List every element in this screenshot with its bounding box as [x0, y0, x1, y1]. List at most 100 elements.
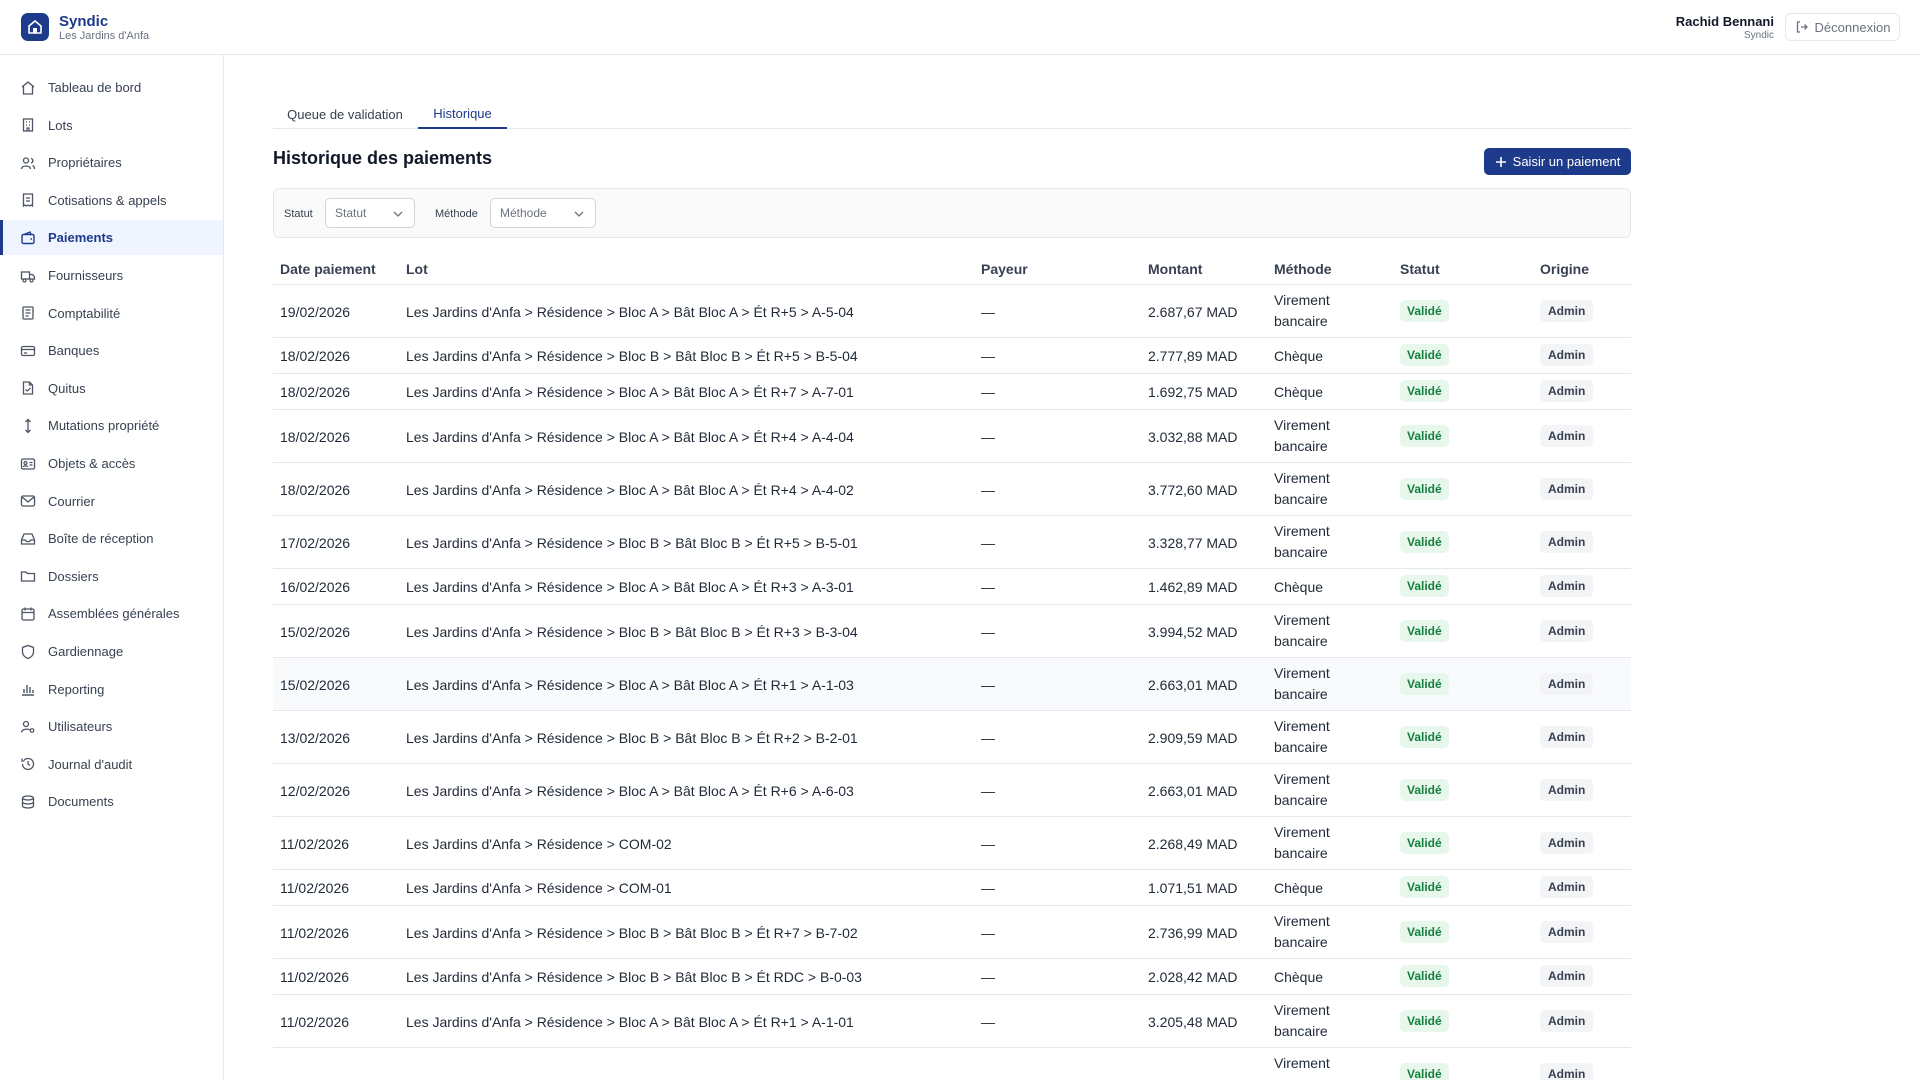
amount-cell: 2.028,42 MAD: [1148, 969, 1238, 985]
status-badge: Validé: [1400, 876, 1449, 898]
table-row[interactable]: 17/02/2026 Les Jardins d'Anfa > Résidence…: [273, 516, 1631, 569]
logout-icon: [1796, 21, 1808, 33]
sidebar-item[interactable]: Tableau de bord: [0, 70, 223, 105]
sidebar-item[interactable]: Boîte de réception: [0, 521, 223, 556]
chevron-down-icon: [393, 211, 403, 217]
origin-badge: Admin: [1540, 921, 1594, 943]
add-payment-button[interactable]: Saisir un paiement: [1484, 148, 1631, 175]
method-cell: Virement bancaire: [1274, 665, 1330, 702]
origin-badge: Admin: [1540, 1010, 1594, 1032]
file-check-icon: [20, 380, 36, 396]
method-cell: Virement bancaire: [1274, 612, 1330, 649]
payer-cell: —: [981, 969, 995, 985]
sidebar-item-label: Lots: [48, 117, 73, 133]
amount-cell: 2.777,89 MAD: [1148, 348, 1238, 364]
logout-button[interactable]: Déconnexion: [1785, 13, 1900, 41]
sidebar-item[interactable]: Propriétaires: [0, 145, 223, 180]
status-badge: Validé: [1400, 726, 1449, 748]
lot-cell: Les Jardins d'Anfa > Résidence > COM-02: [406, 836, 672, 852]
residence-name: Les Jardins d'Anfa: [59, 30, 150, 42]
status-filter-select[interactable]: Statut: [325, 198, 415, 228]
sidebar-item[interactable]: Fournisseurs: [0, 258, 223, 293]
table-row[interactable]: 18/02/2026 Les Jardins d'Anfa > Résidence…: [273, 338, 1631, 374]
top-header: Syndic Les Jardins d'Anfa Rachid Bennani…: [0, 0, 1920, 55]
payments-table: Date paiement Lot Payeur Montant Méthode Stat…: [273, 252, 1631, 1080]
sidebar-item[interactable]: Assemblées générales: [0, 596, 223, 631]
table-row[interactable]: Virement Validé Admin: [273, 1048, 1631, 1080]
date-cell: 18/02/2026: [280, 348, 351, 364]
column-header[interactable]: Lot: [406, 261, 428, 277]
sidebar-item[interactable]: Comptabilité: [0, 296, 223, 331]
sidebar-item-label: Mutations propriété: [48, 418, 160, 434]
table-row[interactable]: 13/02/2026 Les Jardins d'Anfa > Résidence…: [273, 711, 1631, 764]
sidebar-item[interactable]: Banques: [0, 333, 223, 368]
sidebar-item[interactable]: Objets & accès: [0, 446, 223, 481]
sidebar-item[interactable]: Mutations propriété: [0, 408, 223, 443]
table-row[interactable]: 15/02/2026 Les Jardins d'Anfa > Résidence…: [273, 658, 1631, 711]
column-header[interactable]: Date paiement: [280, 261, 376, 277]
arrows-vertical-icon: [20, 418, 36, 434]
sidebar-item[interactable]: Documents: [0, 784, 223, 819]
sidebar-item[interactable]: Utilisateurs: [0, 709, 223, 744]
sidebar-item[interactable]: Journal d'audit: [0, 747, 223, 782]
column-header[interactable]: Payeur: [981, 261, 1028, 277]
origin-badge: Admin: [1540, 726, 1594, 748]
sidebar-item[interactable]: Paiements: [0, 220, 223, 256]
method-filter-select[interactable]: Méthode: [490, 198, 596, 228]
table-body: 19/02/2026 Les Jardins d'Anfa > Résidence…: [273, 285, 1631, 1080]
date-cell: 18/02/2026: [280, 429, 351, 445]
amount-cell: 2.909,59 MAD: [1148, 730, 1238, 746]
origin-badge: Admin: [1540, 620, 1594, 642]
method-cell: Chèque: [1274, 880, 1324, 896]
column-header[interactable]: Montant: [1148, 261, 1203, 277]
sidebar-item[interactable]: Lots: [0, 108, 223, 143]
sidebar-item[interactable]: Quitus: [0, 371, 223, 406]
status-badge: Validé: [1400, 965, 1449, 987]
tab-validation-queue[interactable]: Queue de validation: [273, 100, 417, 129]
method-cell: Virement bancaire: [1274, 470, 1330, 507]
sidebar-item[interactable]: Reporting: [0, 672, 223, 707]
table-row[interactable]: 19/02/2026 Les Jardins d'Anfa > Résidence…: [273, 285, 1631, 338]
sidebar-item[interactable]: Gardiennage: [0, 634, 223, 669]
table-row[interactable]: 18/02/2026 Les Jardins d'Anfa > Résidence…: [273, 374, 1631, 410]
table-row[interactable]: 15/02/2026 Les Jardins d'Anfa > Résidence…: [273, 605, 1631, 658]
column-header[interactable]: Origine: [1540, 261, 1590, 277]
method-cell: Virement bancaire: [1274, 292, 1330, 329]
table-row[interactable]: 11/02/2026 Les Jardins d'Anfa > Résidence…: [273, 906, 1631, 959]
lot-cell: Les Jardins d'Anfa > Résidence > Bloc A …: [406, 304, 854, 320]
plus-icon: [1495, 156, 1506, 167]
calendar-icon: [20, 606, 36, 622]
table-row[interactable]: 18/02/2026 Les Jardins d'Anfa > Résidence…: [273, 463, 1631, 516]
chevron-down-icon: [574, 211, 584, 217]
table-row[interactable]: 11/02/2026 Les Jardins d'Anfa > Résidence…: [273, 959, 1631, 995]
status-badge: Validé: [1400, 673, 1449, 695]
table-row[interactable]: 11/02/2026 Les Jardins d'Anfa > Résidence…: [273, 870, 1631, 906]
payer-cell: —: [981, 429, 995, 445]
status-badge: Validé: [1400, 478, 1449, 500]
home-icon: [20, 80, 36, 96]
amount-cell: 3.032,88 MAD: [1148, 429, 1238, 445]
origin-badge: Admin: [1540, 876, 1594, 898]
date-cell: 13/02/2026: [280, 730, 351, 746]
date-cell: 11/02/2026: [280, 969, 350, 985]
sidebar-item[interactable]: Dossiers: [0, 559, 223, 594]
table-row[interactable]: 18/02/2026 Les Jardins d'Anfa > Résidence…: [273, 410, 1631, 463]
sidebar-item-label: Propriétaires: [48, 155, 122, 171]
mail-icon: [20, 493, 36, 509]
table-row[interactable]: 16/02/2026 Les Jardins d'Anfa > Résidence…: [273, 569, 1631, 605]
column-header[interactable]: Méthode: [1274, 261, 1332, 277]
tab-history[interactable]: Historique: [418, 100, 507, 129]
table-row[interactable]: 12/02/2026 Les Jardins d'Anfa > Résidence…: [273, 764, 1631, 817]
database-icon: [20, 794, 36, 810]
payer-cell: —: [981, 482, 995, 498]
method-cell: Virement bancaire: [1274, 523, 1330, 560]
sidebar-item[interactable]: Courrier: [0, 484, 223, 519]
sidebar-item[interactable]: Cotisations & appels: [0, 183, 223, 218]
table-row[interactable]: 11/02/2026 Les Jardins d'Anfa > Résidence…: [273, 817, 1631, 870]
payer-cell: —: [981, 880, 995, 896]
app-name: Syndic: [59, 13, 109, 30]
table-row[interactable]: 11/02/2026 Les Jardins d'Anfa > Résidence…: [273, 995, 1631, 1048]
sidebar-item-label: Tableau de bord: [48, 80, 142, 95]
method-cell: Chèque: [1274, 969, 1324, 985]
column-header[interactable]: Statut: [1400, 261, 1440, 277]
